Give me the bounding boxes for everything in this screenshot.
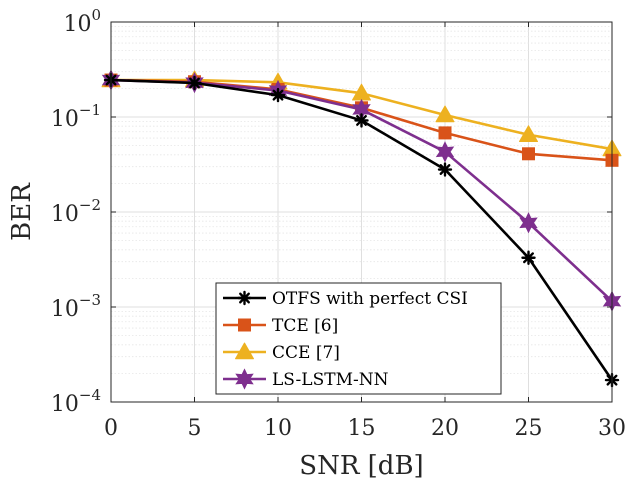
legend: OTFS with perfect CSI TCE [6] CCE [7] LS-LS…: [215, 282, 502, 395]
y-tick-base: 10: [51, 107, 79, 132]
data-point: [437, 162, 453, 177]
data-point: [521, 250, 536, 265]
data-point: [270, 87, 286, 103]
y-tick-exponent: −4: [79, 386, 101, 404]
data-point: [519, 125, 538, 143]
y-tick-base: 10: [51, 297, 79, 322]
legend-marker: [237, 290, 252, 306]
legend-label: CCE [7]: [272, 343, 340, 363]
y-tick-exponent: −2: [79, 196, 101, 214]
legend-label: LS-LSTM-NN: [272, 370, 389, 390]
legend-marker: [238, 318, 251, 332]
data-point: [519, 212, 538, 234]
y-tick-label: 100: [63, 6, 101, 37]
y-tick-exponent: 0: [91, 6, 101, 24]
x-axis-label: SNR [dB]: [299, 451, 423, 481]
data-point: [438, 126, 452, 140]
y-tick-label: 10−1: [51, 101, 101, 132]
legend-box: [215, 282, 502, 395]
y-tick-label: 10−2: [51, 196, 101, 227]
legend-label: OTFS with perfect CSI: [272, 289, 468, 309]
x-tick-label: 15: [348, 416, 376, 441]
legend-entry: TCE [6]: [223, 316, 338, 336]
x-tick-label: 30: [598, 416, 626, 441]
y-tick-base: 10: [51, 202, 79, 227]
x-tick-label: 5: [188, 416, 202, 441]
data-point: [522, 147, 535, 161]
x-tick-label: 20: [431, 416, 459, 441]
y-axis-label: BER: [7, 182, 37, 241]
data-point: [435, 141, 455, 163]
legend-label: TCE [6]: [272, 316, 338, 336]
y-tick-exponent: −3: [79, 291, 101, 309]
legend-entry: CCE [7]: [223, 342, 340, 363]
legend-entry: OTFS with perfect CSI: [223, 289, 468, 309]
x-tick-label: 10: [264, 416, 292, 441]
y-tick-exponent: −1: [79, 101, 101, 119]
y-tick-label: 10−4: [51, 386, 101, 417]
legend-marker: [235, 342, 254, 360]
x-tick-label: 25: [515, 416, 543, 441]
y-tick-label: 10−3: [51, 291, 101, 322]
data-point: [354, 113, 369, 128]
legend-entry: LS-LSTM-NN: [223, 368, 389, 390]
y-tick-base: 10: [51, 392, 79, 417]
tick-marks: [110, 21, 613, 403]
data-point: [187, 75, 202, 91]
x-tick-label: 0: [104, 416, 118, 441]
x-tick-labels: 0 5 10 15 20 25 30: [104, 416, 626, 441]
legend-marker: [235, 368, 254, 390]
y-tick-base: 10: [63, 12, 91, 37]
data-point: [435, 105, 455, 123]
